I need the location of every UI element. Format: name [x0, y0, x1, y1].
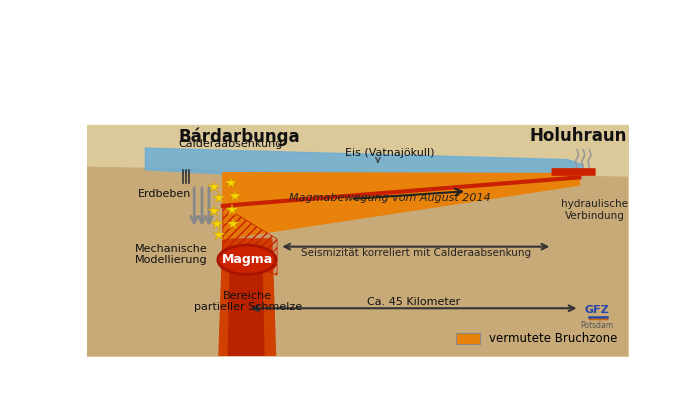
Text: Eis (Vatnajökull): Eis (Vatnajökull) — [345, 148, 434, 158]
Text: Calderaabsenkung: Calderaabsenkung — [179, 139, 283, 149]
Text: Potsdam: Potsdam — [581, 321, 614, 330]
Legend: vermutete Bruchzone: vermutete Bruchzone — [452, 328, 623, 350]
Text: Magmabewegung vom August 2014: Magmabewegung vom August 2014 — [289, 193, 491, 203]
FancyBboxPatch shape — [551, 168, 595, 176]
Polygon shape — [223, 173, 579, 239]
Polygon shape — [87, 167, 628, 356]
Text: Ca. 45 Kilometer: Ca. 45 Kilometer — [367, 297, 460, 307]
Polygon shape — [223, 206, 277, 275]
Text: Bárdarbunga: Bárdarbunga — [179, 127, 300, 146]
Polygon shape — [219, 239, 276, 356]
Text: Holuhraun: Holuhraun — [529, 127, 627, 145]
Ellipse shape — [218, 245, 276, 274]
Text: Seismizität korreliert mit Calderaabsenkung: Seismizität korreliert mit Calderaabsenk… — [301, 248, 531, 258]
Text: Bereiche
partieller Schmelze: Bereiche partieller Schmelze — [193, 290, 302, 312]
Text: Magma: Magma — [222, 253, 274, 266]
Polygon shape — [258, 172, 584, 356]
Text: GFZ: GFZ — [585, 305, 609, 315]
Text: hydraulische
Verbindung: hydraulische Verbindung — [561, 199, 628, 220]
Polygon shape — [228, 248, 264, 356]
Text: Erdbeben: Erdbeben — [138, 189, 191, 199]
Polygon shape — [145, 148, 584, 176]
Text: Mechanische
Modellierung: Mechanische Modellierung — [135, 244, 208, 265]
